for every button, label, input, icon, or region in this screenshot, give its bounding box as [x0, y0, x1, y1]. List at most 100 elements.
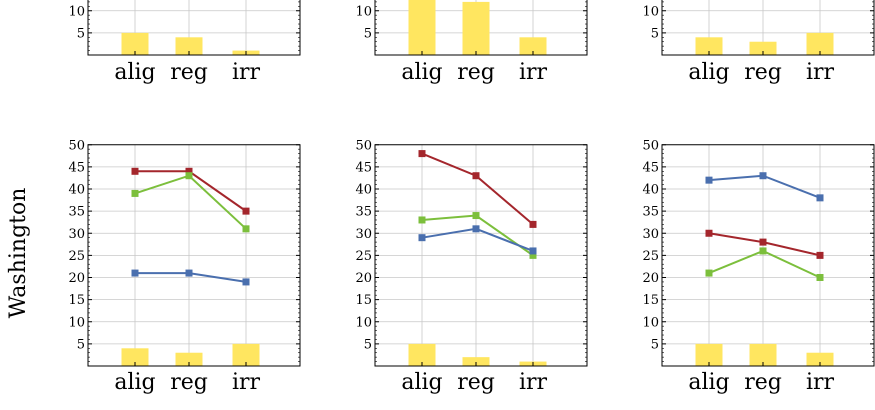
- chart-panel-1: 5 10 alig reg irr: [68, 0, 301, 85]
- series-point-green: [418, 216, 426, 224]
- y-tick-label: 30: [355, 227, 372, 242]
- bar-reg: [175, 37, 203, 55]
- y-tick-label: 15: [68, 293, 85, 308]
- chart-panel-2: 5 10 alig reg irr: [355, 0, 588, 85]
- y-tick-label: 5: [77, 26, 85, 41]
- series-point-blue: [759, 172, 767, 180]
- y-tick-label: 40: [355, 183, 372, 198]
- x-tick-label-irr: irr: [519, 60, 548, 85]
- chart-panel-6: 5 10 15 20 25 30 35 40 45 50 alig reg irr: [642, 138, 875, 395]
- series-point-red: [529, 220, 537, 228]
- x-tick-label-alig: alig: [401, 60, 442, 85]
- y-tick-label: 35: [355, 205, 372, 220]
- y-tick-label: 20: [355, 271, 372, 286]
- y-tick-label: 50: [642, 138, 659, 153]
- y-tick-label: 10: [355, 4, 372, 19]
- series-point-blue: [242, 278, 250, 286]
- x-tick-label-reg: reg: [170, 370, 208, 395]
- series-point-green: [759, 247, 767, 255]
- y-tick-label: 40: [68, 183, 85, 198]
- x-tick-label-reg: reg: [744, 370, 782, 395]
- x-tick-label-alig: alig: [114, 370, 155, 395]
- y-tick-label: 45: [642, 160, 659, 175]
- x-tick-label-reg: reg: [457, 370, 495, 395]
- series-point-blue: [131, 269, 139, 277]
- y-tick-label: 5: [77, 337, 85, 352]
- series-point-red: [472, 172, 480, 180]
- bar-alig: [695, 37, 723, 55]
- y-tick-label: 5: [651, 337, 659, 352]
- y-tick-label: 45: [68, 160, 85, 175]
- bar-alig: [408, 0, 436, 56]
- x-tick-label-irr: irr: [232, 60, 261, 85]
- series-line-green: [134, 174, 247, 230]
- x-tick-label-alig: alig: [688, 60, 729, 85]
- series-point-green: [816, 274, 824, 281]
- x-tick-label-irr: irr: [806, 370, 835, 395]
- series-point-green: [242, 225, 250, 233]
- series-point-red: [131, 167, 139, 175]
- y-tick-label: 10: [355, 315, 372, 330]
- chart-panel-3: 5 10 alig reg irr: [642, 0, 875, 85]
- y-tick-label: 10: [642, 4, 659, 19]
- x-tick-label-alig: alig: [401, 370, 442, 395]
- bar-reg: [749, 343, 777, 366]
- series-point-green: [705, 269, 713, 277]
- x-tick-label-reg: reg: [457, 60, 495, 85]
- y-tick-label: 5: [364, 337, 372, 352]
- series-line-green: [708, 249, 821, 279]
- x-tick-label-alig: alig: [114, 60, 155, 85]
- y-tick-label: 50: [68, 138, 85, 153]
- y-tick-label: 25: [355, 249, 372, 264]
- series-point-red: [705, 229, 713, 237]
- series-point-blue: [185, 269, 193, 277]
- bar-reg: [175, 352, 203, 366]
- y-tick-label: 45: [355, 160, 372, 175]
- y-tick-label: 15: [642, 293, 659, 308]
- y-tick-label: 10: [68, 4, 85, 19]
- y-tick-label: 5: [651, 26, 659, 41]
- y-tick-label: 30: [642, 227, 659, 242]
- chart-panel-4: 5 10 15 20 25 30 35 40 45 50 alig reg irr: [68, 138, 301, 395]
- series-point-green: [529, 251, 537, 259]
- y-tick-label: 10: [642, 315, 659, 330]
- series-point-red: [418, 150, 426, 158]
- x-tick-label-reg: reg: [744, 60, 782, 85]
- x-tick-label-reg: reg: [170, 60, 208, 85]
- bar-reg: [462, 1, 490, 55]
- chart-panel-5: 5 10 15 20 25 30 35 40 45 50 alig reg irr: [355, 138, 588, 395]
- series-point-blue: [705, 176, 713, 184]
- series-point-red: [242, 207, 250, 215]
- x-tick-label-irr: irr: [806, 60, 835, 85]
- series-point-green: [185, 172, 193, 180]
- y-tick-label: 50: [355, 138, 372, 153]
- y-tick-label: 35: [68, 205, 85, 220]
- series-point-blue: [418, 234, 426, 242]
- x-tick-label-irr: irr: [232, 370, 261, 395]
- y-tick-label: 40: [642, 183, 659, 198]
- x-tick-label-irr: irr: [519, 370, 548, 395]
- bar-irr: [232, 343, 260, 366]
- y-tick-label: 20: [68, 271, 85, 286]
- bar-alig: [695, 343, 723, 366]
- bar-alig: [408, 343, 436, 366]
- y-tick-label: 30: [68, 227, 85, 242]
- y-tick-label: 10: [68, 315, 85, 330]
- y-tick-label: 5: [364, 26, 372, 41]
- series-point-blue: [472, 225, 480, 233]
- row-label-washington: Washington: [6, 188, 31, 319]
- series-point-red: [759, 238, 767, 246]
- series-point-red: [816, 251, 824, 259]
- y-tick-label: 35: [642, 205, 659, 220]
- series-point-green: [131, 189, 139, 197]
- series-point-red: [185, 167, 193, 175]
- bar-irr: [806, 352, 834, 366]
- series-point-blue: [529, 247, 537, 255]
- bar-reg: [749, 41, 777, 55]
- x-tick-label-alig: alig: [688, 370, 729, 395]
- y-tick-label: 20: [642, 271, 659, 286]
- bar-alig: [121, 32, 149, 55]
- y-tick-label: 15: [355, 293, 372, 308]
- bar-reg: [462, 357, 490, 366]
